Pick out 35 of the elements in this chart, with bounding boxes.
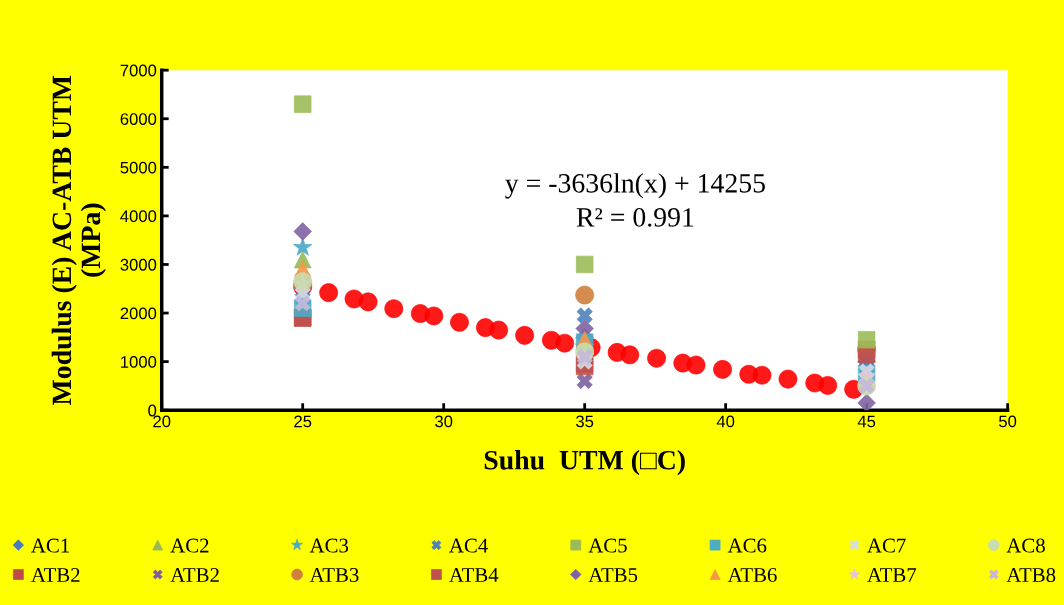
y-tick-label: 4000 <box>120 210 157 223</box>
x-tick-label: 20 <box>153 415 171 428</box>
legend-label: ATB7 <box>867 568 917 582</box>
x-tick-label: 25 <box>294 415 312 428</box>
x-tick-label: 35 <box>576 415 594 428</box>
annotation: y = -3636ln(x) + 14255 <box>505 173 765 199</box>
legend-label: ATB3 <box>309 568 359 583</box>
x-tick-label: 45 <box>857 415 876 428</box>
legend-label: ATB2 <box>170 568 219 582</box>
legend-label: AC4 <box>449 538 488 553</box>
annotation: R² = 0.991 <box>576 207 694 227</box>
x-tick-label: 50 <box>999 415 1017 428</box>
legend-label: AC5 <box>588 538 627 553</box>
legend-label: ATB4 <box>449 568 499 582</box>
x-tick-label: 30 <box>435 415 453 428</box>
legend-label: AC8 <box>1006 538 1045 553</box>
y-tick-label: 0 <box>148 404 157 417</box>
x-tick-label: 40 <box>716 415 735 428</box>
legend-label: ATB6 <box>727 568 777 583</box>
y-tick-label: 7000 <box>120 64 157 77</box>
y-tick-label: 3000 <box>120 258 157 271</box>
legend-label: ATB5 <box>588 568 638 583</box>
legend-label: ATB8 <box>1006 567 1056 583</box>
legend-label: AC2 <box>170 538 209 553</box>
legend-label: AC7 <box>867 538 906 553</box>
y-tick-label: 2000 <box>120 307 157 320</box>
x-axis-title: Suhu UTM (□C) <box>484 450 685 476</box>
y-axis-title: Modulus (E) AC-ATB UTM (MPa) <box>51 75 106 405</box>
y-tick-label: 1000 <box>121 356 157 368</box>
y-tick-label: 5000 <box>120 161 157 174</box>
legend-label: AC1 <box>31 538 69 553</box>
legend-label: AC6 <box>727 538 767 553</box>
y-tick-label: 6000 <box>120 113 157 125</box>
legend-label: AC3 <box>309 538 349 553</box>
legend-label: ATB2 <box>31 568 80 582</box>
